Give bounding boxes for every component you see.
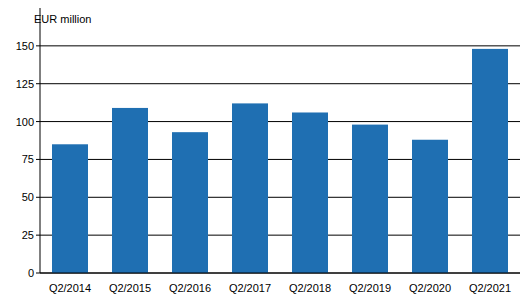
bar — [472, 49, 508, 273]
chart-container: 0 25 50 75 100 125 150 Q2/2014 Q2/2015 Q2/2016 Q2/… — [0, 0, 529, 302]
bar — [412, 140, 448, 273]
bar — [232, 103, 268, 273]
y-tick-label: 100 — [16, 116, 34, 128]
x-tick-label: Q2/2017 — [229, 282, 271, 294]
x-tick-label: Q2/2021 — [469, 282, 511, 294]
grid-line — [40, 45, 520, 46]
x-axis — [40, 273, 520, 274]
y-tick — [36, 159, 40, 160]
y-tick — [36, 235, 40, 236]
y-tick-label: 25 — [22, 229, 34, 241]
bar — [352, 125, 388, 273]
x-tick-label: Q2/2014 — [49, 282, 91, 294]
y-tick — [36, 121, 40, 122]
y-tick-label: 75 — [22, 153, 34, 165]
y-tick — [36, 45, 40, 46]
bar — [52, 144, 88, 273]
y-axis — [40, 8, 41, 273]
x-tick-label: Q2/2015 — [109, 282, 151, 294]
bar — [112, 108, 148, 273]
grid-line — [40, 83, 520, 84]
x-tick-label: Q2/2020 — [409, 282, 451, 294]
y-tick — [36, 197, 40, 198]
y-tick-label: 0 — [28, 267, 34, 279]
x-tick-label: Q2/2016 — [169, 282, 211, 294]
grid-line — [40, 273, 520, 274]
y-tick — [36, 83, 40, 84]
y-tick — [36, 273, 40, 274]
bars — [52, 49, 508, 273]
y-tick-label: 125 — [16, 78, 34, 90]
x-tick-label: Q2/2018 — [289, 282, 331, 294]
y-tick-label: 150 — [16, 40, 34, 52]
y-axis-label: EUR million — [34, 13, 91, 25]
bar — [292, 112, 328, 273]
chart-svg: 0 25 50 75 100 125 150 Q2/2014 Q2/2015 Q2/2016 Q2/… — [0, 0, 529, 302]
y-tick-label: 50 — [22, 191, 34, 203]
bar — [172, 132, 208, 273]
x-tick-label: Q2/2019 — [349, 282, 391, 294]
